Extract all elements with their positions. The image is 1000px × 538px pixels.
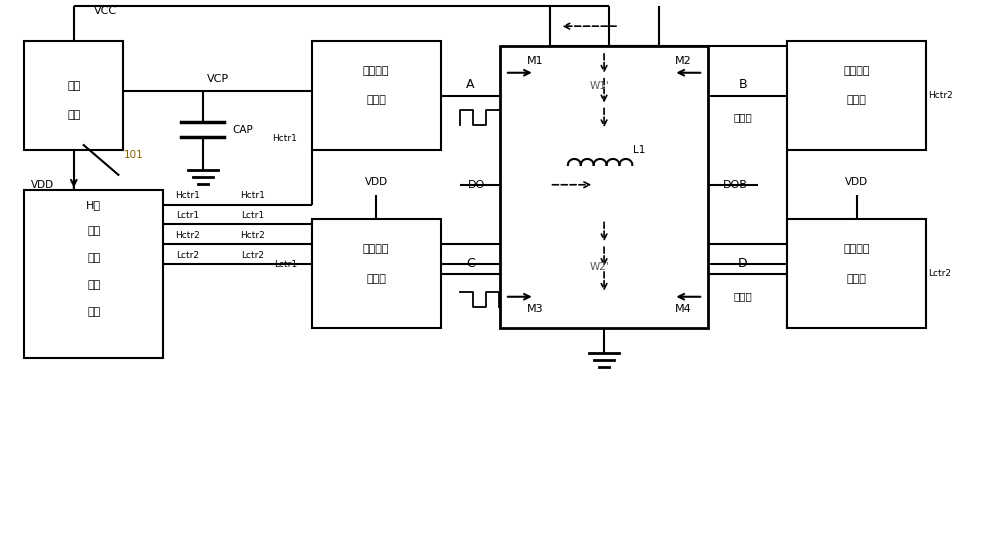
Text: VDD: VDD xyxy=(845,177,868,187)
Text: Lctr2: Lctr2 xyxy=(241,251,264,260)
Text: 动电路: 动电路 xyxy=(366,96,386,105)
Text: Hctr1: Hctr1 xyxy=(272,133,297,143)
Text: Lctr1: Lctr1 xyxy=(274,259,297,268)
Text: A: A xyxy=(466,78,475,91)
Text: M1: M1 xyxy=(526,56,543,66)
Bar xyxy=(24,41,123,150)
Text: VDD: VDD xyxy=(31,180,54,190)
Text: 高电平: 高电平 xyxy=(733,291,752,301)
Bar xyxy=(500,46,708,329)
Text: 电路: 电路 xyxy=(67,110,80,121)
Text: 电路: 电路 xyxy=(87,307,100,317)
Text: M4: M4 xyxy=(675,303,692,314)
Text: L1: L1 xyxy=(633,145,645,155)
Text: Lctr2: Lctr2 xyxy=(176,251,199,260)
Text: 左上管驱: 左上管驱 xyxy=(363,66,389,76)
Text: 动电路: 动电路 xyxy=(847,274,867,284)
Text: Hctr2: Hctr2 xyxy=(240,231,265,240)
Text: B: B xyxy=(739,78,747,91)
Text: 信号: 信号 xyxy=(87,253,100,263)
Text: 升压: 升压 xyxy=(67,81,80,90)
Text: 左下管驱: 左下管驱 xyxy=(363,244,389,254)
Bar xyxy=(787,41,926,150)
Text: 动电路: 动电路 xyxy=(366,274,386,284)
Bar xyxy=(787,220,926,329)
Text: Lctr2: Lctr2 xyxy=(928,270,951,279)
Text: H桥: H桥 xyxy=(86,200,101,210)
Text: M2: M2 xyxy=(675,56,692,66)
Text: 低电平: 低电平 xyxy=(733,112,752,122)
Text: 右上管驱: 右上管驱 xyxy=(844,66,870,76)
Text: 动电路: 动电路 xyxy=(847,96,867,105)
Text: DOB: DOB xyxy=(723,180,748,190)
Text: 产生: 产生 xyxy=(87,280,100,290)
Text: Lctr1: Lctr1 xyxy=(176,211,199,220)
Text: 101: 101 xyxy=(123,150,143,160)
Text: W2': W2' xyxy=(589,262,609,272)
Text: DO: DO xyxy=(468,180,485,190)
Text: M3: M3 xyxy=(526,303,543,314)
Text: W1': W1' xyxy=(589,81,609,90)
Text: Hctr2: Hctr2 xyxy=(175,231,200,240)
Text: C: C xyxy=(466,257,475,270)
Text: D: D xyxy=(738,257,748,270)
Text: Hctr1: Hctr1 xyxy=(175,191,200,200)
Text: CAP: CAP xyxy=(232,125,253,135)
Bar xyxy=(312,41,441,150)
Bar xyxy=(24,190,163,358)
Text: VCC: VCC xyxy=(94,6,117,16)
Text: Hctr1: Hctr1 xyxy=(240,191,265,200)
Text: VCP: VCP xyxy=(206,74,229,84)
Bar xyxy=(312,220,441,329)
Text: VDD: VDD xyxy=(365,177,388,187)
Text: Lctr1: Lctr1 xyxy=(241,211,264,220)
Text: Hctr2: Hctr2 xyxy=(928,91,953,100)
Text: 驱动: 驱动 xyxy=(87,226,100,236)
Text: 右下管驱: 右下管驱 xyxy=(844,244,870,254)
